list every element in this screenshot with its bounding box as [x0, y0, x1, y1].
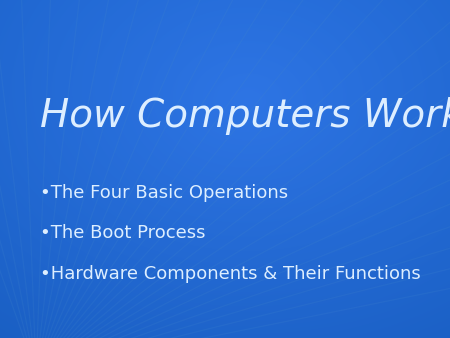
Text: •The Four Basic Operations: •The Four Basic Operations [40, 184, 288, 202]
Text: •The Boot Process: •The Boot Process [40, 224, 206, 242]
Text: How Computers Work: How Computers Work [40, 97, 450, 135]
Text: •Hardware Components & Their Functions: •Hardware Components & Their Functions [40, 265, 421, 283]
